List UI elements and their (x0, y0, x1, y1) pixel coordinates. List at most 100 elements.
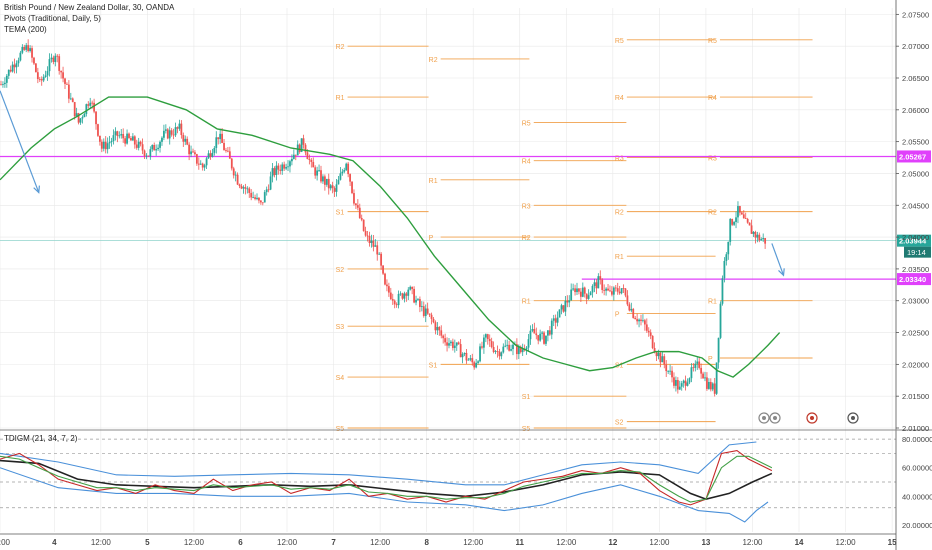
candle-body (667, 370, 670, 372)
candle-body (455, 342, 458, 346)
candle-body (265, 189, 268, 193)
y-tick-label: 2.04000 (902, 233, 929, 242)
candle-body (581, 287, 584, 297)
tdigm-legend[interactable]: TDIGM (21, 34, 7, 2) (4, 434, 78, 443)
candle-body (108, 142, 111, 144)
candle-body (492, 346, 495, 352)
candle-body (568, 300, 571, 303)
tema-line (0, 96, 781, 378)
candle-body (46, 71, 49, 76)
candle-body (750, 225, 753, 234)
candle-body (232, 168, 235, 176)
sub-y-tick-label: 80.00000 (902, 435, 932, 444)
candle-body (292, 154, 295, 159)
candle-body (579, 291, 582, 297)
pivots-legend[interactable]: Pivots (Traditional, Daily, 5) (4, 14, 101, 23)
y-tick-label: 2.01000 (902, 424, 929, 433)
candle-body (725, 254, 728, 261)
candle-body (727, 241, 730, 255)
candle-body (605, 288, 607, 291)
candle-body (438, 326, 441, 331)
candle-body (234, 174, 237, 176)
candle-body (176, 127, 179, 129)
event-flag-dot (851, 416, 855, 420)
candle-body (312, 161, 315, 168)
candle-body (322, 176, 324, 182)
candle-body (368, 235, 371, 243)
candle-body (199, 163, 202, 165)
horizontal-lines[interactable]: 2.05267 2.03340 2.03944 19:14 (0, 150, 931, 286)
candle-body (450, 341, 452, 344)
candle-body (733, 222, 735, 225)
hline-price-tag (897, 150, 931, 163)
candle-body (655, 352, 658, 357)
candle-body (434, 322, 437, 331)
candle-body (64, 78, 66, 84)
candle-body (327, 178, 330, 189)
candle-body (159, 141, 161, 148)
candle-body (15, 63, 18, 68)
candle-body (663, 356, 666, 365)
candle-body (723, 260, 726, 279)
candle-body (554, 318, 557, 323)
candle-body (277, 165, 280, 170)
candle-body (221, 133, 223, 143)
candle-body (500, 352, 503, 357)
candle-body (680, 383, 683, 387)
candle-body (547, 330, 549, 336)
candle-body (318, 170, 320, 172)
tema-legend[interactable]: TEMA (200) (4, 25, 47, 34)
candle-body (69, 98, 72, 100)
candle-body (102, 141, 105, 149)
candle-body (180, 123, 183, 136)
candle-body (97, 124, 99, 136)
candle-body (2, 84, 4, 85)
candle-body (611, 291, 613, 295)
tdigm-price-green-line (0, 455, 773, 503)
arrow-drawings[interactable] (0, 90, 785, 277)
candle-body (54, 55, 57, 62)
candle-body (713, 383, 716, 394)
candle-body (704, 377, 706, 379)
event-flag-dot (773, 416, 777, 420)
arrow-line (0, 90, 40, 193)
hline-price-label: 2.03340 (899, 275, 926, 284)
pivot-label: P (615, 311, 620, 318)
candle-body (737, 206, 739, 218)
pivot-label: R3 (615, 156, 624, 163)
arrow-line (771, 243, 785, 276)
candle-body (118, 135, 121, 137)
candle-body (593, 282, 596, 286)
candle-body (211, 152, 214, 157)
tdigm-panel (0, 438, 896, 523)
candle-body (657, 352, 660, 357)
candle-body (85, 104, 88, 114)
candle-body (451, 341, 454, 348)
candle-body (104, 141, 107, 150)
candle-body (168, 130, 171, 139)
candle-body (329, 185, 332, 189)
candle-body (675, 380, 677, 386)
candle-body (422, 306, 425, 316)
candle-body (686, 382, 689, 386)
candle-body (279, 169, 282, 171)
candle-body (308, 159, 311, 160)
candle-body (572, 288, 575, 290)
pivot-label: S1 (615, 362, 624, 369)
candle-body (228, 151, 231, 159)
candle-body (562, 305, 565, 312)
candle-body (44, 75, 47, 77)
event-icons[interactable] (758, 412, 859, 424)
candle-body (172, 134, 175, 136)
candle-body (671, 370, 673, 378)
candle-body (413, 288, 415, 303)
candle-body (201, 163, 204, 168)
candle-body (630, 308, 633, 311)
pivot-label: P (429, 235, 434, 242)
candle-body (38, 79, 41, 80)
hline-price-tag (897, 273, 931, 286)
candle-body (56, 55, 59, 57)
candle-body (688, 378, 691, 383)
candle-body (323, 176, 326, 185)
